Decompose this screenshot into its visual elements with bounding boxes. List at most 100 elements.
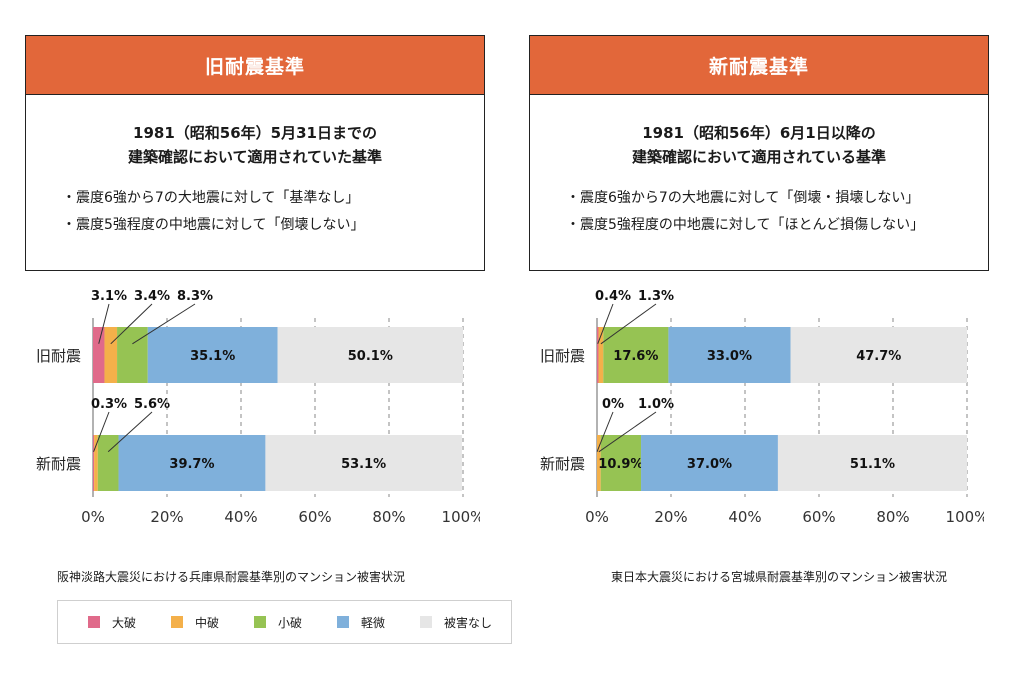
bar-data-label: 39.7%	[169, 457, 214, 472]
legend-swatch-major	[88, 616, 100, 628]
bar-segment-none	[777, 435, 967, 491]
category-label: 旧耐震	[36, 347, 81, 365]
old-standard-bullet-2: ・震度5強程度の中地震に対して「倒壊しない」	[62, 217, 365, 233]
legend-swatch-slight	[337, 616, 349, 628]
old-standard-title: 旧耐震基準	[26, 36, 484, 95]
x-tick-label: 60%	[802, 508, 835, 526]
damage-legend: 大破 中破 小破 軽微 被害なし	[57, 600, 512, 644]
bar-segment-none	[790, 327, 967, 383]
tohoku-damage-chart: 0% 20% 40% 60% 80% 100% 旧耐震 17.6% 33.0% 47.7% 0.4%…	[504, 280, 984, 530]
callout-leader	[600, 303, 657, 345]
legend-item-major: 大破	[88, 614, 171, 631]
bar-segment-minor	[603, 327, 669, 383]
bar-segment-moderate	[104, 327, 118, 383]
old-standard-bullets: ・震度6強から7の大地震に対して「基準なし」 ・震度5強程度の中地震に対して「倒…	[26, 185, 484, 239]
bar-segment-major	[93, 327, 105, 383]
callout-leader	[98, 303, 110, 344]
hanshin-damage-chart: 0% 20% 40% 60% 80% 100% 旧耐震 35.1% 50.1% 3.1% 3.4% 8…	[0, 280, 480, 530]
bar-data-label: 47.7%	[856, 349, 901, 364]
legend-label-moderate: 中破	[195, 615, 220, 630]
callout-label: 5.6%	[134, 397, 170, 412]
bar-segment-slight	[147, 327, 278, 383]
old-standard-heading: 1981（昭和56年）5月31日までの 建築確認において適用されていた基準	[26, 121, 484, 169]
x-tick-label: 20%	[654, 508, 687, 526]
legend-label-none: 被害なし	[444, 615, 493, 630]
new-standard-bullet-1: ・震度6強から7の大地震に対して「倒壊・損壊しない」	[566, 190, 920, 206]
callout-leader	[597, 303, 614, 344]
callout-label: 3.1%	[91, 289, 127, 304]
x-tick-label: 40%	[728, 508, 761, 526]
callout-label: 1.3%	[638, 289, 674, 304]
new-standard-heading-line2: 建築確認において適用されている基準	[631, 148, 887, 166]
bar-data-label: 10.9%	[598, 457, 643, 472]
bar-segment-slight	[118, 435, 266, 491]
new-standard-heading-line1: 1981（昭和56年）6月1日以降の	[642, 124, 876, 142]
bar-segment-moderate	[598, 327, 604, 383]
bar-data-label: 50.1%	[348, 349, 393, 364]
category-label: 新耐震	[540, 455, 585, 473]
new-standard-bullets: ・震度6強から7の大地震に対して「倒壊・損壊しない」 ・震度5強程度の中地震に対…	[530, 185, 988, 239]
callout-leader	[107, 411, 153, 453]
bar-segment-moderate	[94, 435, 98, 491]
bar-segment-slight	[668, 327, 791, 383]
bar-segment-minor	[600, 435, 642, 491]
x-tick-label: 80%	[876, 508, 909, 526]
bar-data-label: 33.0%	[707, 349, 752, 364]
new-standard-title: 新耐震基準	[530, 36, 988, 95]
hanshin-damage-chart-svg: 0% 20% 40% 60% 80% 100% 旧耐震 35.1% 50.1% 3.1% 3.4% 8…	[36, 289, 480, 526]
tohoku-damage-chart-svg: 0% 20% 40% 60% 80% 100% 旧耐震 17.6% 33.0% 47.7% 0.4%…	[540, 289, 984, 526]
bar-segment-moderate	[597, 435, 601, 491]
legend-swatch-moderate	[171, 616, 183, 628]
bar-segment-none	[277, 327, 463, 383]
bar-segment-minor	[117, 327, 148, 383]
bar-data-label: 37.0%	[687, 457, 732, 472]
legend-item-slight: 軽微	[337, 614, 420, 631]
category-label: 旧耐震	[540, 347, 585, 365]
callout-label: 3.4%	[134, 289, 170, 304]
x-tick-label: 100%	[946, 508, 984, 526]
new-standard-card: 新耐震基準 1981（昭和56年）6月1日以降の 建築確認において適用されている…	[529, 35, 989, 271]
callout-leader	[132, 303, 196, 345]
x-tick-label: 0%	[585, 508, 609, 526]
old-standard-card: 旧耐震基準 1981（昭和56年）5月31日までの 建築確認において適用されてい…	[25, 35, 485, 271]
old-standard-bullet-1: ・震度6強から7の大地震に対して「基準なし」	[62, 190, 360, 206]
bar-data-label: 17.6%	[613, 349, 658, 364]
new-standard-heading: 1981（昭和56年）6月1日以降の 建築確認において適用されている基準	[530, 121, 988, 169]
x-tick-label: 40%	[224, 508, 257, 526]
bar-segment-minor	[97, 435, 119, 491]
bar-data-label: 35.1%	[190, 349, 235, 364]
legend-swatch-minor	[254, 616, 266, 628]
callout-leader	[596, 411, 614, 452]
callout-leader	[93, 411, 110, 452]
callout-label: 0.3%	[91, 397, 127, 412]
x-tick-label: 0%	[81, 508, 105, 526]
legend-swatch-none	[420, 616, 432, 628]
legend-label-minor: 小破	[278, 615, 303, 630]
category-label: 新耐震	[36, 455, 81, 473]
bar-segment-none	[265, 435, 462, 491]
legend-item-none: 被害なし	[420, 614, 503, 631]
hanshin-chart-caption: 阪神淡路大震災における兵庫県耐震基準別のマンション被害状況	[57, 570, 406, 584]
x-tick-label: 100%	[442, 508, 480, 526]
callout-label: 8.3%	[177, 289, 213, 304]
x-tick-label: 80%	[372, 508, 405, 526]
bar-data-label: 53.1%	[341, 457, 386, 472]
callout-label: 1.0%	[638, 397, 674, 412]
bar-data-label: 51.1%	[850, 457, 895, 472]
bar-segment-major	[597, 327, 599, 383]
new-standard-bullet-2: ・震度5強程度の中地震に対して「ほとんど損傷しない」	[566, 217, 925, 233]
tohoku-chart-caption: 東日本大震災における宮城県耐震基準別のマンション被害状況	[611, 570, 948, 584]
legend-label-major: 大破	[112, 615, 137, 630]
bar-segment-slight	[641, 435, 778, 491]
callout-leader	[110, 303, 153, 345]
legend-item-moderate: 中破	[171, 614, 254, 631]
old-standard-heading-line1: 1981（昭和56年）5月31日までの	[133, 124, 377, 142]
legend-item-minor: 小破	[254, 614, 337, 631]
x-tick-label: 60%	[298, 508, 331, 526]
x-tick-label: 20%	[150, 508, 183, 526]
old-standard-heading-line2: 建築確認において適用されていた基準	[127, 148, 383, 166]
bar-segment-major	[93, 435, 95, 491]
callout-label: 0.4%	[595, 289, 631, 304]
callout-leader	[598, 411, 657, 453]
legend-label-slight: 軽微	[361, 615, 386, 630]
